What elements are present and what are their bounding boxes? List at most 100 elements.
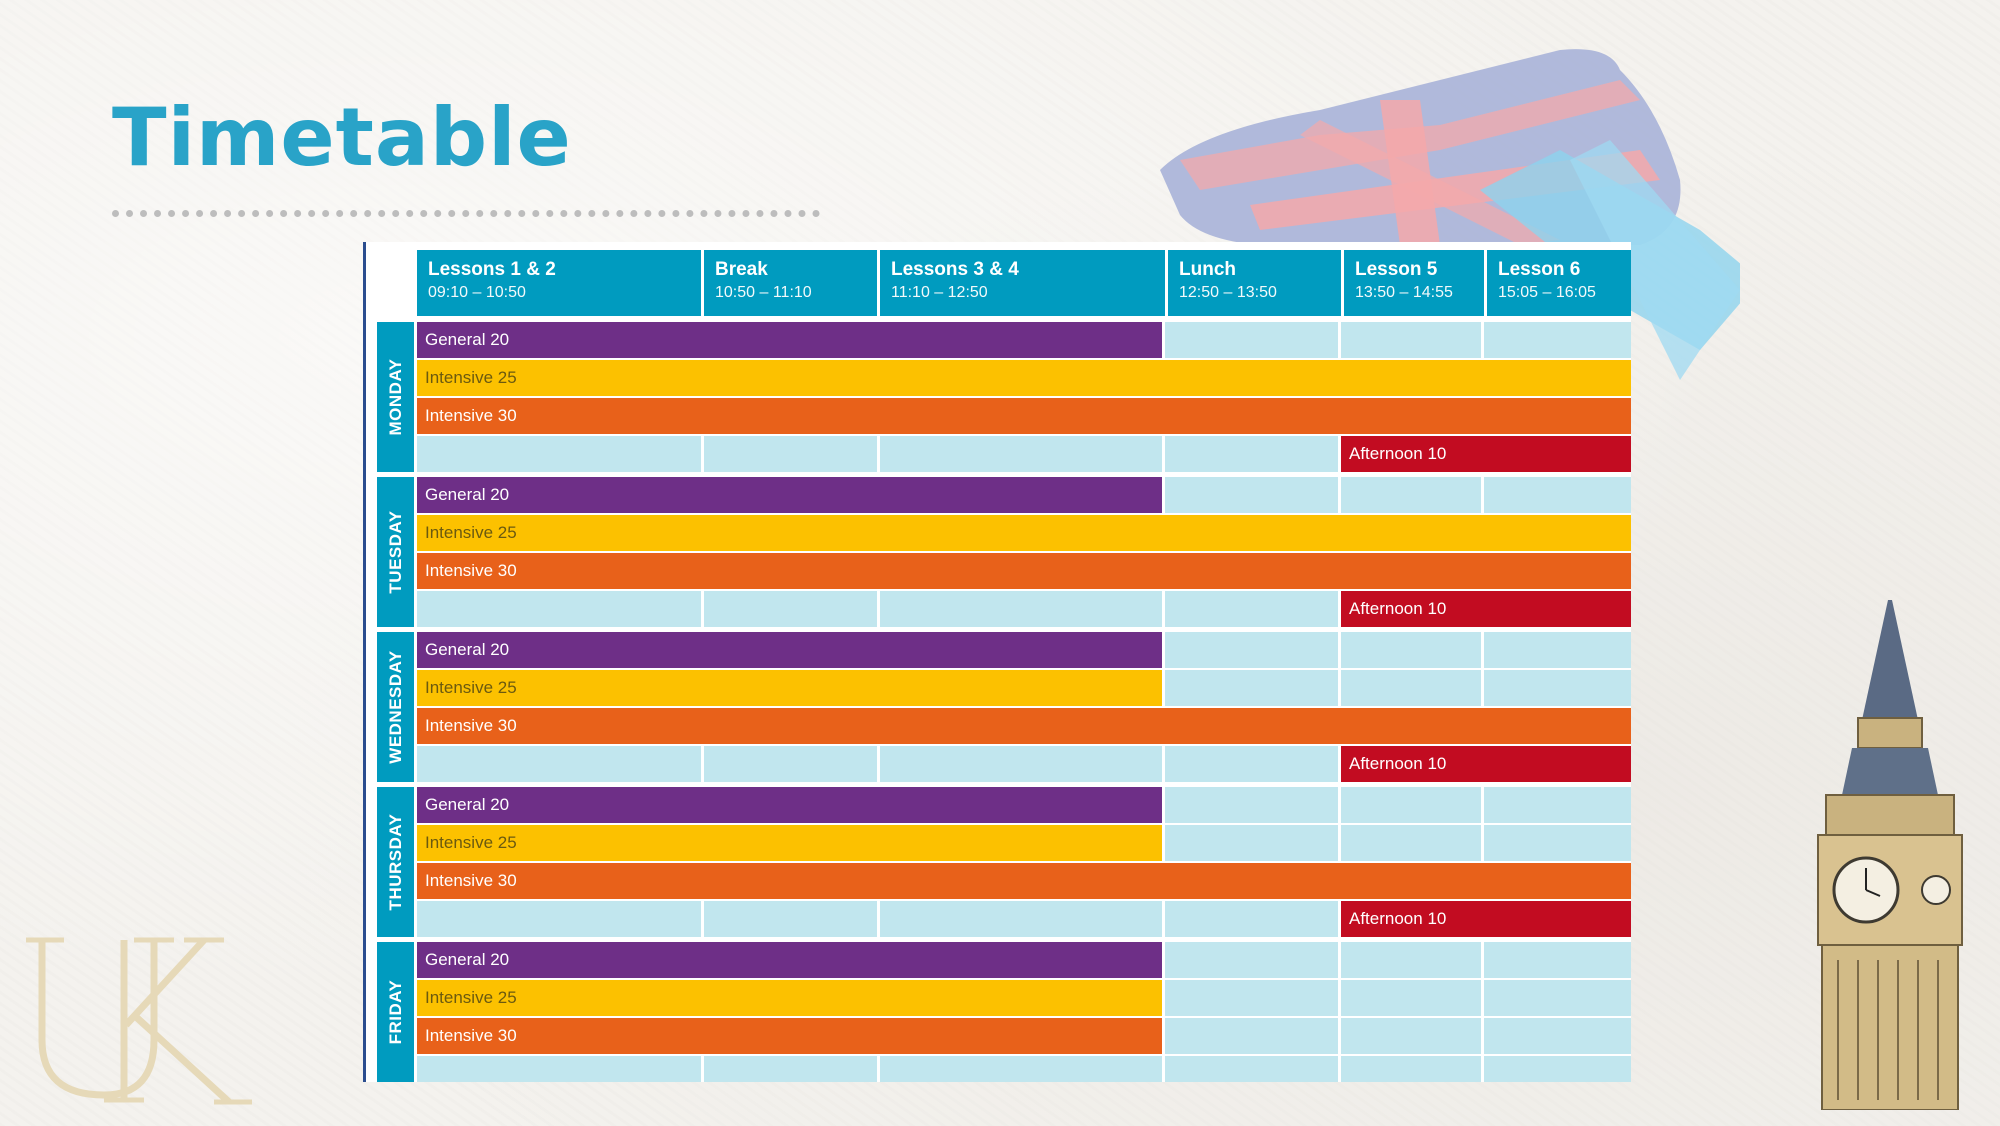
day-grid: General 20 Intensive 25 Intensive 30 Aft… [417, 787, 1631, 937]
empty-cell [1484, 980, 1631, 1016]
empty-cell [1165, 477, 1338, 513]
empty-cell [1341, 322, 1481, 358]
empty-cell [1484, 1056, 1631, 1082]
day-grid: General 20 Intensive 25 Intensive 30 Aft… [417, 477, 1631, 627]
empty-cell [1484, 787, 1631, 823]
empty-cell [1165, 670, 1338, 706]
header-name: Break [715, 259, 768, 280]
empty-cell [704, 436, 877, 472]
general-20-bar: General 20 [417, 322, 1162, 358]
general-20-bar: General 20 [417, 477, 1162, 513]
empty-cell [417, 1056, 701, 1082]
empty-cell [1165, 1018, 1338, 1054]
empty-cell [1484, 322, 1631, 358]
empty-cell [1165, 746, 1338, 782]
empty-cell [1165, 436, 1338, 472]
day-friday: FRIDAY General 20 Intensive 25 Intensive… [377, 942, 1631, 1082]
header-time: 13:50 – 14:55 [1355, 284, 1453, 301]
intensive-30-bar: Intensive 30 [417, 1018, 1162, 1054]
day-label-text: TUESDAY [385, 510, 405, 594]
header-name: Lesson 6 [1498, 259, 1581, 280]
empty-cell [1341, 1056, 1481, 1082]
empty-cell [704, 746, 877, 782]
empty-cell [880, 1056, 1162, 1082]
intensive-25-bar: Intensive 25 [417, 360, 1631, 396]
empty-cell [880, 436, 1162, 472]
empty-cell [1484, 825, 1631, 861]
uk-monogram-logo [26, 937, 252, 1105]
intensive-25-bar: Intensive 25 [417, 980, 1162, 1016]
day-label: WEDNESDAY [377, 632, 414, 782]
intensive-25-bar: Intensive 25 [417, 825, 1162, 861]
page-title: Timetable [112, 91, 572, 184]
empty-cell [1341, 1018, 1481, 1054]
empty-cell [1165, 825, 1338, 861]
intensive-30-bar: Intensive 30 [417, 398, 1631, 434]
day-grid: General 20 Intensive 25 Intensive 30 Aft… [417, 322, 1631, 472]
header-lesson-5: Lesson 5 13:50 – 14:55 [1344, 250, 1484, 316]
empty-cell [1165, 942, 1338, 978]
empty-cell [1484, 632, 1631, 668]
day-label-text: WEDNESDAY [385, 650, 405, 764]
general-20-bar: General 20 [417, 632, 1162, 668]
empty-cell [1484, 477, 1631, 513]
dotted-divider [112, 210, 820, 217]
big-ben-illustration [1817, 600, 1963, 1110]
empty-cell [1165, 901, 1338, 937]
header-lessons-1-2: Lessons 1 & 2 09:10 – 10:50 [417, 250, 701, 316]
empty-cell [1341, 670, 1481, 706]
day-label: MONDAY [377, 322, 414, 472]
day-grid: General 20 Intensive 25 Intensive 30 [417, 942, 1631, 1082]
header-break: Break 10:50 – 11:10 [704, 250, 877, 316]
header-time: 12:50 – 13:50 [1179, 284, 1277, 301]
day-wednesday: WEDNESDAY General 20 Intensive 25 Intens… [377, 632, 1631, 782]
afternoon-10-bar: Afternoon 10 [1341, 591, 1631, 627]
general-20-bar: General 20 [417, 942, 1162, 978]
header-lessons-3-4: Lessons 3 & 4 11:10 – 12:50 [880, 250, 1165, 316]
day-label-text: MONDAY [385, 358, 405, 436]
empty-cell [1165, 632, 1338, 668]
day-monday: MONDAY General 20 Intensive 25 Intensive… [377, 322, 1631, 472]
empty-cell [1165, 1056, 1338, 1082]
day-label-text: FRIDAY [385, 979, 405, 1045]
union-jack-brush-icon [1160, 49, 1740, 380]
afternoon-10-bar: Afternoon 10 [1341, 746, 1631, 782]
empty-cell [1341, 477, 1481, 513]
afternoon-10-bar: Afternoon 10 [1341, 436, 1631, 472]
afternoon-10-bar: Afternoon 10 [1341, 901, 1631, 937]
day-label-text: THURSDAY [385, 813, 405, 911]
day-label: THURSDAY [377, 787, 414, 937]
empty-cell [880, 746, 1162, 782]
empty-cell [417, 746, 701, 782]
empty-cell [1484, 670, 1631, 706]
timetable: Lessons 1 & 2 09:10 – 10:50 Break 10:50 … [363, 242, 1631, 1082]
empty-cell [704, 1056, 877, 1082]
empty-cell [704, 901, 877, 937]
intensive-30-bar: Intensive 30 [417, 553, 1631, 589]
empty-cell [417, 591, 701, 627]
intensive-30-bar: Intensive 30 [417, 863, 1631, 899]
day-thursday: THURSDAY General 20 Intensive 25 Intensi… [377, 787, 1631, 937]
empty-cell [417, 901, 701, 937]
intensive-25-bar: Intensive 25 [417, 515, 1631, 551]
header-name: Lessons 1 & 2 [428, 259, 556, 280]
header-name: Lessons 3 & 4 [891, 259, 1019, 280]
empty-cell [1165, 322, 1338, 358]
empty-cell [1341, 980, 1481, 1016]
empty-cell [704, 591, 877, 627]
general-20-bar: General 20 [417, 787, 1162, 823]
header-time: 11:10 – 12:50 [891, 284, 988, 301]
header-lunch: Lunch 12:50 – 13:50 [1168, 250, 1341, 316]
header-time: 09:10 – 10:50 [428, 284, 526, 301]
timetable-frame [363, 242, 366, 1082]
header-time: 10:50 – 11:10 [715, 284, 812, 301]
header-name: Lesson 5 [1355, 259, 1438, 280]
day-label: FRIDAY [377, 942, 414, 1082]
empty-cell [417, 436, 701, 472]
empty-cell [880, 901, 1162, 937]
empty-cell [1341, 632, 1481, 668]
empty-cell [1165, 980, 1338, 1016]
empty-cell [1484, 942, 1631, 978]
empty-cell [1341, 942, 1481, 978]
empty-cell [1165, 787, 1338, 823]
